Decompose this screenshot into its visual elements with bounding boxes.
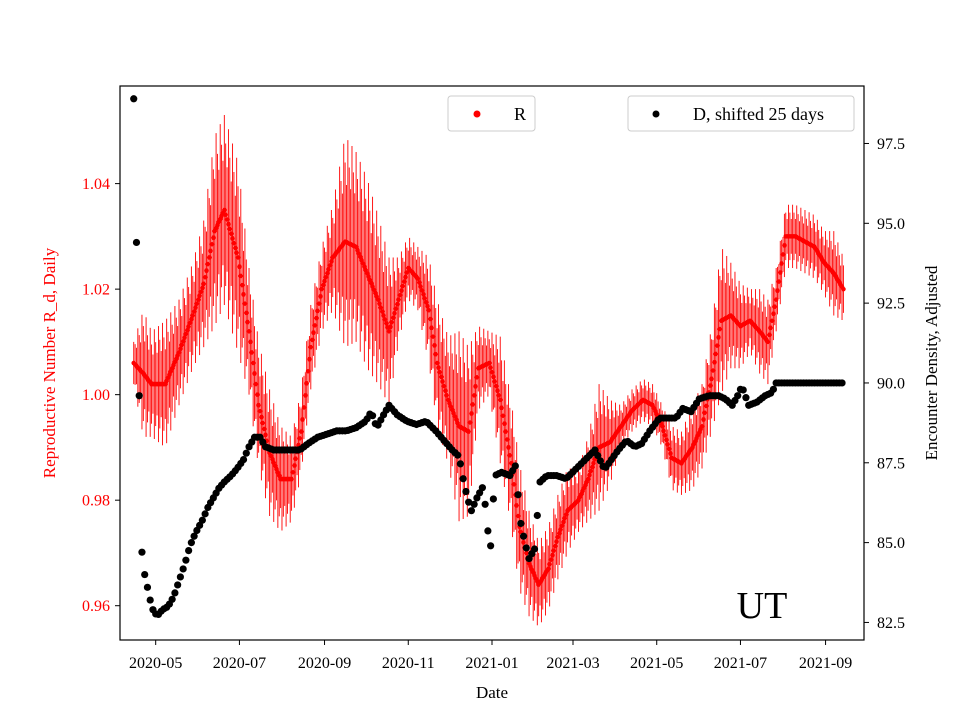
- d-point-2020-06-06: [201, 510, 209, 518]
- right-y-tick-label-95.0: 95.0: [877, 216, 905, 233]
- d-point-2021-03-21: [596, 457, 605, 465]
- d-point-2020-04-19: [135, 392, 143, 400]
- right-y-tick-label-92.5: 92.5: [877, 296, 905, 313]
- legend-d-frame: [627, 95, 855, 132]
- d-point-2020-05-19: [176, 573, 184, 581]
- right-y-axis-title: Encounter Density, Adjusted: [922, 265, 941, 460]
- left-y-tick-label-1.04: 1.04: [82, 176, 110, 193]
- d-point-2020-05-13: [168, 595, 176, 603]
- d-point-2021-03-17: [591, 446, 599, 454]
- legend-r-label: R: [514, 104, 526, 124]
- left-y-axis: 0.96 0.98 1.00 1.02 1.04: [82, 176, 120, 615]
- d-point-2020-04-27: [146, 596, 154, 604]
- d-point-2021-01-18: [511, 462, 519, 470]
- d-point-2020-04-15: [130, 95, 138, 103]
- left-y-tick-label-1.02: 1.02: [82, 282, 110, 299]
- series-d: [130, 95, 846, 619]
- d-point-2020-05-27: [187, 539, 195, 547]
- d-point-2020-07-04: [239, 455, 248, 464]
- d-point-2021-01-02: [489, 495, 497, 503]
- d-point-2020-04-17: [132, 238, 141, 247]
- d-point-2020-12-29: [484, 527, 492, 535]
- d-point-2021-02-01: [530, 545, 539, 553]
- legend-r-marker: [473, 110, 481, 118]
- d-point-2021-07-03: [739, 386, 747, 394]
- d-point-2021-03-19: [594, 451, 602, 460]
- x-tick-label-2020-11: 2020-11: [382, 655, 435, 672]
- right-y-tick-label-97.5: 97.5: [877, 136, 905, 153]
- d-point-2020-05-15: [171, 589, 179, 597]
- right-y-tick-label-90.0: 90.0: [877, 375, 905, 392]
- x-tick-label-2021-01: 2021-01: [465, 655, 518, 672]
- x-axis-title: Date: [476, 683, 508, 702]
- d-point-2021-01-22: [517, 519, 525, 528]
- x-tick-label-2020-07: 2020-07: [213, 655, 266, 672]
- d-point-2020-12-13: [462, 487, 470, 496]
- d-point-2020-12-31: [487, 542, 495, 550]
- right-y-tick-label-87.5: 87.5: [877, 455, 905, 472]
- d-point-2020-10-06: [368, 412, 377, 420]
- d-point-2021-07-25: [769, 385, 778, 393]
- series-r: [131, 115, 846, 626]
- x-tick-label-2021-09: 2021-09: [799, 655, 852, 672]
- d-point-2020-12-09: [456, 460, 465, 468]
- legend-r-frame: [447, 95, 536, 132]
- x-tick-label-2020-09: 2020-09: [298, 655, 351, 672]
- d-point-2021-01-20: [514, 491, 522, 499]
- left-y-tick-label-0.96: 0.96: [82, 598, 110, 615]
- legend-r: R: [447, 95, 536, 132]
- d-point-2020-12-25: [478, 484, 486, 492]
- d-point-2021-01-24: [519, 532, 528, 540]
- d-point-2020-05-17: [174, 581, 182, 589]
- d-point-2020-12-07: [454, 451, 462, 459]
- d-point-2020-05-23: [182, 556, 190, 564]
- legend-d-label: D, shifted 25 days: [693, 104, 824, 124]
- x-tick-label-2021-05: 2021-05: [630, 655, 683, 672]
- d-point-2020-04-21: [138, 548, 146, 556]
- left-y-axis-title: Reproductive Number R_d, Daily: [40, 247, 59, 478]
- x-tick-label-2021-07: 2021-07: [714, 655, 767, 672]
- d-point-2021-02-03: [533, 511, 541, 520]
- right-y-tick-label-82.5: 82.5: [877, 615, 905, 632]
- d-point-2021-09-13: [838, 379, 846, 387]
- d-point-2020-04-23: [141, 570, 149, 579]
- state-label: UT: [737, 585, 788, 627]
- d-point-2020-05-25: [185, 546, 193, 555]
- legend-d-marker: [652, 110, 660, 118]
- d-point-2020-06-04: [198, 516, 206, 524]
- d-point-2020-12-15: [465, 498, 473, 506]
- d-point-2020-05-21: [179, 565, 187, 573]
- right-y-axis: 82.5 85.0 87.5 90.0 92.5 95.0 97.5: [864, 136, 905, 632]
- x-axis: 2020-05 2020-07 2020-09 2020-11 2021-01 2021-…: [129, 640, 852, 672]
- left-y-tick-label-0.98: 0.98: [82, 493, 110, 510]
- d-point-2020-04-25: [143, 583, 152, 591]
- d-point-2020-12-19: [470, 500, 478, 508]
- d-point-2021-06-29: [734, 392, 742, 400]
- legend-d: D, shifted 25 days: [627, 95, 855, 132]
- d-point-2020-05-29: [190, 532, 198, 540]
- d-point-2020-12-11: [459, 475, 467, 483]
- d-point-2020-12-27: [481, 500, 489, 508]
- left-y-tick-label-1.00: 1.00: [82, 387, 110, 404]
- d-point-2020-12-17: [467, 507, 476, 515]
- right-y-tick-label-85.0: 85.0: [877, 535, 905, 552]
- x-tick-label-2020-05: 2020-05: [129, 655, 182, 672]
- d-point-2021-01-26: [522, 544, 530, 552]
- r-point-2021-09-14: [841, 286, 846, 292]
- x-tick-label-2021-03: 2021-03: [546, 655, 599, 672]
- d-point-2020-07-06: [242, 449, 250, 457]
- d-point-2021-07-05: [742, 394, 750, 402]
